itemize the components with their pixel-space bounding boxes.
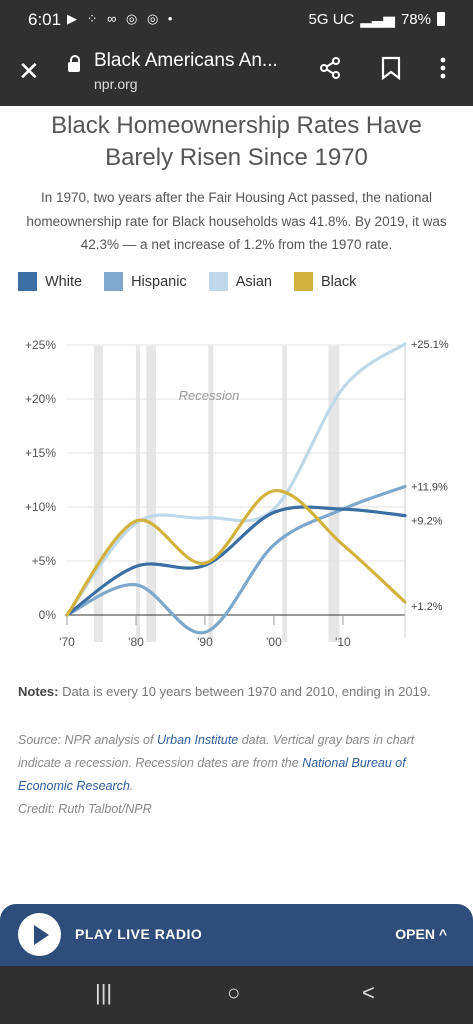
status-bar: 6:01 ▶ ⁘ ∞ ◎ ◎ • 5G UC ▂▃▅ 78% — [0, 0, 473, 40]
series-line-black — [65, 489, 407, 617]
recession-bar — [146, 346, 156, 642]
recents-icon[interactable]: ||| — [95, 980, 113, 1005]
recession-annotation: Recession — [179, 388, 240, 403]
signal-icon: ▂▃▅ — [360, 11, 395, 28]
back-icon[interactable]: < — [362, 980, 375, 1005]
end-label-asian: +25.1% — [411, 339, 449, 351]
network-label: 5G UC — [308, 10, 355, 28]
y-tick-label: +20% — [25, 392, 56, 406]
y-tick-label: +15% — [25, 446, 56, 460]
chart-container: 0% +5% +10% +15% +20% +25% '70 '80 '90 '00 '10 Rece… — [0, 326, 473, 671]
battery-icon — [437, 12, 445, 26]
legend-swatch — [104, 272, 124, 291]
chart-notes: Notes: Data is every 10 years between 19… — [18, 684, 431, 699]
source-mid: data. Vertical gray bars in chart indica… — [18, 733, 415, 770]
chart-source: Source: NPR analysis of Urban Institute … — [18, 729, 458, 798]
legend-label: Black — [320, 273, 357, 290]
legend-item-asian: Asian — [208, 272, 272, 291]
recession-bar — [328, 346, 340, 642]
legend-swatch — [208, 272, 228, 291]
recession-bar — [208, 346, 214, 642]
nber-link[interactable]: National Bureau of Economic Research — [18, 756, 406, 793]
source-pre: Source: NPR analysis of — [18, 733, 157, 747]
line-chart: 0% +5% +10% +15% +20% +25% '70 '80 '90 '00 '10 Rece… — [25, 338, 449, 649]
lock-icon — [68, 55, 80, 72]
x-tick-label: '70 — [59, 635, 75, 649]
open-player-button[interactable]: OPEN ^ — [395, 926, 447, 942]
end-label-black: +1.2% — [411, 601, 443, 613]
chart-legend: White Hispanic Asian Black — [18, 272, 356, 291]
legend-item-hispanic: Hispanic — [104, 272, 187, 291]
y-tick-label: +10% — [25, 500, 56, 514]
recession-bar — [93, 346, 103, 642]
end-label-white: +9.2% — [411, 516, 443, 528]
y-tick-label: +25% — [25, 338, 56, 352]
battery-label: 78% — [400, 10, 431, 28]
chart-lede: In 1970, two years after the Fair Housin… — [26, 190, 447, 252]
bookmark-icon[interactable] — [380, 56, 402, 86]
status-time: 6:01 — [28, 10, 62, 29]
notification-icons: ▶ ⁘ ∞ ◎ ◎ • — [67, 11, 176, 26]
play-live-radio-label[interactable]: PLAY LIVE RADIO — [75, 926, 203, 942]
domain-label[interactable]: npr.org — [94, 76, 138, 92]
legend-label: Hispanic — [131, 273, 187, 290]
x-tick-label: '00 — [266, 635, 282, 649]
x-tick-label: '80 — [128, 635, 144, 649]
urban-institute-link[interactable]: Urban Institute — [156, 733, 239, 747]
chart-headline: Black Homeownership Rates Have Barely Ri… — [51, 112, 422, 171]
system-navbar: ||| ○ < — [0, 966, 473, 1024]
live-radio-player[interactable]: PLAY LIVE RADIO OPEN ^ — [0, 904, 473, 966]
legend-swatch — [18, 272, 37, 291]
legend-item-white: White — [18, 272, 82, 291]
notes-label: Notes: — [18, 684, 59, 699]
home-icon[interactable]: ○ — [227, 980, 241, 1005]
status-right: 5G UC ▂▃▅ 78% — [309, 10, 445, 28]
recession-bar — [135, 346, 140, 642]
series-line-white — [65, 505, 407, 617]
close-icon[interactable]: ✕ — [18, 56, 40, 86]
x-tick-label: '90 — [197, 635, 213, 649]
legend-label: White — [45, 273, 83, 290]
chart-credit: Credit: Ruth Talbot/NPR — [18, 802, 152, 816]
legend-swatch — [293, 272, 313, 291]
share-icon[interactable] — [318, 56, 342, 86]
x-tick-label: '10 — [335, 635, 351, 649]
page-title[interactable]: Black Americans An... — [94, 50, 278, 71]
y-tick-label: +5% — [32, 554, 57, 568]
legend-label: Asian — [235, 273, 272, 290]
y-tick-label: 0% — [39, 608, 57, 622]
more-vert-icon[interactable] — [440, 56, 446, 86]
browser-toolbar: ✕ Black Americans An... npr.org — [0, 40, 473, 106]
notes-text: Data is every 10 years between 1970 and … — [58, 684, 431, 699]
end-label-hispanic: +11.9% — [411, 481, 448, 493]
legend-item-black: Black — [293, 272, 357, 291]
source-post: . — [129, 779, 134, 793]
play-icon[interactable] — [18, 913, 61, 956]
